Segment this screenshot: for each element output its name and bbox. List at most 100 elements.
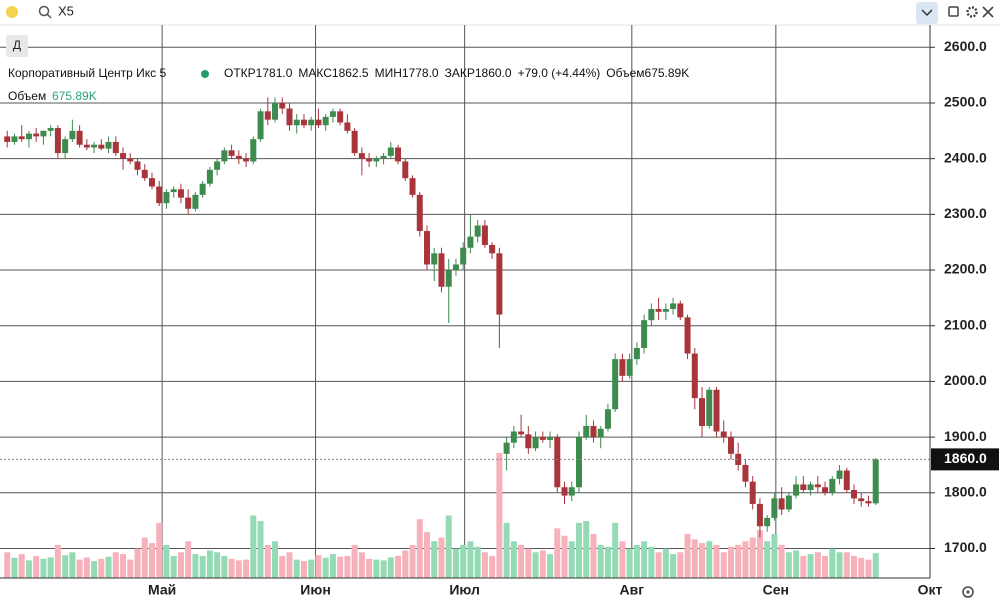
candle-body: [279, 102, 286, 109]
volume-bar: [684, 533, 691, 578]
candle-body: [25, 133, 32, 140]
candle-body: [829, 478, 836, 493]
candle-body: [112, 141, 119, 154]
volume-bar: [554, 528, 561, 578]
volume-bar: [742, 541, 749, 578]
candle-body: [764, 517, 771, 527]
volume-bar: [793, 550, 800, 578]
candle-body: [727, 437, 734, 454]
candle-body: [568, 487, 575, 496]
candle-body: [793, 484, 800, 496]
volume-bar: [706, 541, 713, 578]
volume-bar: [691, 539, 698, 578]
dropdown-button[interactable]: [916, 2, 938, 24]
candle-body: [655, 309, 662, 312]
y-tick-label: 2200.0: [944, 261, 987, 277]
candle-body: [141, 169, 148, 179]
candle-body: [807, 484, 814, 491]
volume-bar: [199, 555, 206, 578]
volume-bar: [4, 552, 11, 578]
candle-body: [177, 189, 184, 198]
volume-bar: [315, 555, 322, 578]
volume-bar: [163, 544, 170, 578]
volume-bar: [575, 522, 582, 578]
y-tick-label: 1800.0: [944, 483, 987, 499]
status-dot: [6, 6, 18, 18]
window-button[interactable]: [948, 6, 959, 17]
candle-body: [373, 158, 380, 162]
volume-bar: [583, 521, 590, 578]
candle-body: [575, 437, 582, 488]
candle-body: [250, 139, 257, 162]
volume-bar: [402, 550, 409, 578]
candle-body: [18, 136, 25, 140]
top-bar: [0, 0, 1000, 25]
candle-body: [785, 495, 792, 510]
volume-bar: [547, 554, 554, 578]
volume-bar: [120, 554, 127, 578]
volume-bar: [626, 548, 633, 578]
candle-body: [547, 437, 554, 440]
legend-label: МАКС: [298, 66, 332, 80]
volume-bar: [373, 559, 380, 578]
candle-body: [525, 434, 532, 449]
y-tick-label: 1700.0: [944, 539, 987, 555]
volume-bar: [148, 543, 155, 578]
volume-bar: [814, 552, 821, 578]
volume-bar: [510, 541, 517, 578]
volume-bar: [40, 558, 47, 578]
y-tick-label: 2100.0: [944, 316, 987, 332]
volume-bar: [206, 550, 213, 578]
candle-body: [662, 309, 669, 312]
interval-button[interactable]: [6, 35, 28, 57]
search-icon[interactable]: [38, 5, 52, 19]
candle-body: [293, 119, 300, 126]
candle-body: [604, 409, 611, 429]
close-button[interactable]: [982, 6, 994, 18]
candle-body: [518, 431, 525, 435]
y-tick-label: 2300.0: [944, 205, 987, 221]
candle-body: [192, 194, 199, 209]
volume-bar: [25, 560, 32, 578]
volume-bar: [590, 533, 597, 578]
volume-bar: [76, 559, 83, 578]
volume-bar: [380, 560, 387, 578]
candle-body: [308, 119, 315, 126]
time-settings-icon[interactable]: [962, 586, 974, 598]
candle-body: [47, 128, 54, 131]
volume-bar: [156, 522, 163, 578]
volume-bar: [329, 554, 336, 578]
volume-bar: [532, 552, 539, 578]
interval-label[interactable]: Д: [13, 38, 21, 52]
volume-bar: [69, 552, 76, 578]
volume-bar: [11, 557, 18, 578]
volume-bar: [387, 557, 394, 578]
volume-bar: [771, 533, 778, 578]
candle-body: [409, 178, 416, 195]
candle-body: [496, 253, 503, 315]
volume-bar: [337, 556, 344, 578]
legend-value: 1781.0: [256, 66, 293, 80]
legend-change: +79.0 (+4.44%): [518, 66, 601, 80]
volume-bar: [243, 559, 250, 578]
candle-body: [460, 247, 467, 265]
candle-body: [438, 253, 445, 287]
candle-body: [337, 111, 344, 123]
search-text[interactable]: X5: [58, 3, 74, 18]
volume-bar: [720, 552, 727, 578]
candle-body: [561, 487, 568, 496]
dropdown-icon: [921, 9, 933, 17]
candle-body: [134, 161, 141, 170]
volume-bar: [33, 555, 40, 578]
candle-body: [532, 437, 539, 449]
legend-value: 1860.0: [475, 66, 512, 80]
volume-bar: [62, 555, 69, 578]
settings-button[interactable]: [966, 6, 978, 18]
x-tick-label: Авг: [620, 582, 645, 598]
volume-bar: [358, 552, 365, 578]
candle-body: [619, 359, 626, 376]
volume-bar: [648, 546, 655, 578]
volume-bar: [518, 544, 525, 578]
candle-body: [329, 111, 336, 117]
volume-bar: [727, 546, 734, 578]
